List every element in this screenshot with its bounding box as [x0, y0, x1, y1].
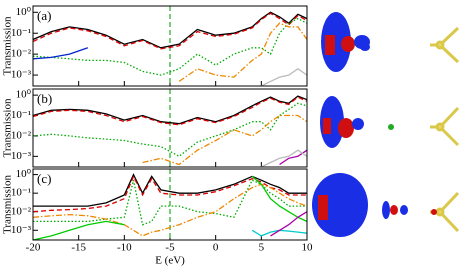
- series-line: [261, 149, 308, 168]
- series-line: [251, 229, 308, 237]
- panel-label: (c): [37, 171, 51, 186]
- series-line: [261, 68, 308, 87]
- plot-frame: [32, 88, 308, 168]
- y-tick-label: 10⁻¹: [11, 187, 31, 199]
- y-tick-label: 10⁻³: [11, 224, 32, 236]
- y-tick-label: 10⁰: [16, 168, 32, 180]
- y-tick-label: 10⁻¹: [11, 27, 31, 39]
- y-tick-label: 10⁰: [16, 6, 32, 18]
- plot-frame: [32, 168, 308, 241]
- y-tick-label: 10⁻²: [11, 48, 32, 60]
- x-tick-label: 5: [259, 242, 265, 254]
- series-line: [32, 183, 308, 237]
- series-line: [32, 96, 308, 126]
- y-axis-label: Transmission: [2, 175, 14, 234]
- y-axis-label: Transmission: [2, 16, 14, 75]
- y-tick-label: 10⁻³: [11, 150, 32, 162]
- x-tick-label: 10: [302, 242, 314, 254]
- x-tick-label: -5: [165, 242, 175, 254]
- series-line: [32, 47, 89, 60]
- series-line: [33, 173, 307, 207]
- x-tick-label: 0: [213, 242, 219, 254]
- x-tick-label: -20: [26, 242, 41, 254]
- panel-label: (b): [37, 91, 52, 106]
- y-axis-label: Transmission: [2, 98, 14, 157]
- series-line: [178, 22, 308, 82]
- series-line: [32, 12, 308, 50]
- y-tick-label: 10⁻¹: [11, 109, 31, 121]
- orbital-images: [312, 12, 460, 237]
- plot-frame: [32, 5, 308, 87]
- x-tick-label: -15: [71, 242, 86, 254]
- y-tick-label: 10⁻²: [11, 129, 32, 141]
- y-tick-label: 10⁰: [16, 89, 32, 101]
- series-line: [142, 114, 308, 166]
- series-line: [32, 11, 308, 49]
- panel-label: (a): [37, 8, 51, 23]
- series-line: [33, 179, 307, 226]
- y-tick-label: 10⁻²: [11, 205, 32, 217]
- x-axis-label: E (eV): [155, 255, 185, 267]
- series-line: [32, 102, 308, 158]
- series-line: [270, 211, 308, 237]
- y-tick-label: 10⁻³: [11, 69, 32, 81]
- series-line: [32, 95, 308, 125]
- x-tick-label: -10: [117, 242, 132, 254]
